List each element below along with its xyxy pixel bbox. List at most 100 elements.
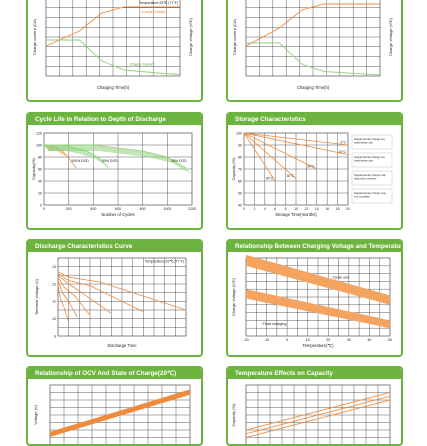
y-tick-label: 70: [238, 167, 242, 171]
charge-current-line: [46, 39, 181, 75]
panel-title: Relationship Between Charging Voltage an…: [228, 241, 401, 252]
x-tick-label: 200: [66, 207, 72, 211]
storage-temp-label: 30°C: [287, 174, 295, 178]
dod-band: [44, 145, 191, 174]
y-axis-label: Capacity (%): [231, 403, 236, 427]
storage-curve: [243, 132, 317, 170]
ocv-line: [49, 389, 191, 437]
y-axis-label: Capacity (%): [231, 157, 236, 181]
panel-charge-left: Charging Time(h) Charge current (CA) Charg…: [26, 0, 203, 102]
y2-axis-label: Charge Voltage (V/C): [188, 17, 193, 56]
panel-title: Discharge Characteristics Curve: [28, 241, 201, 252]
x-axis-label: Charging Time(h): [97, 85, 130, 90]
y-tick-label: 40: [238, 203, 242, 207]
x-tick-label: 16: [325, 207, 329, 211]
y-axis-label: Charge Voltage (V/C): [231, 277, 236, 316]
y-tick-label: 60: [38, 167, 42, 171]
panel-cycle-life: Cycle Life in Relation to Depth of Disch…: [26, 112, 203, 230]
note-box: [351, 152, 393, 168]
x-tick-label: 40: [367, 338, 371, 342]
x-tick-label: 6: [274, 207, 276, 211]
voltage-band: [246, 289, 390, 329]
panel-charge-voltage-temp: Relationship Between Charging Voltage an…: [226, 239, 403, 357]
temp-capacity-chart: Capacity (%): [231, 384, 391, 444]
storage-note: Supplementary charge mus: [354, 191, 386, 195]
x-axis-label: Charging Time(h): [297, 85, 330, 90]
x-axis-label: Storage Time(months): [275, 212, 317, 217]
y-tick-label: 11: [52, 300, 56, 304]
x-tick-label: -20: [243, 338, 248, 342]
y-axis-label: Capacity(%): [31, 157, 36, 179]
panel-charge-right: Charging Time(h) Charge current (CA) Charg…: [226, 0, 403, 102]
x-tick-label: 18: [336, 207, 340, 211]
storage-curve: [243, 132, 349, 155]
panel-title: Storage Characteristics: [228, 114, 401, 125]
y-tick-label: 100: [36, 143, 42, 147]
panel-discharge: Discharge Characteristics Curve 9 10 11 12 1…: [26, 239, 203, 357]
panel-ocv: Relationship of OCV And State of Charge(…: [26, 366, 203, 446]
x-axis-label: Number of Cycles: [101, 212, 134, 217]
x-tick-label: 10: [294, 207, 298, 211]
charge-current-line: [246, 42, 381, 76]
storage-temp-label: 0°C: [340, 141, 346, 145]
ocv-chart: Voltage (V): [33, 384, 191, 444]
dod-50-label: 50% DOD: [102, 159, 118, 163]
storage-temp-label: 40°C: [266, 177, 274, 181]
panel-temp-capacity: Temperature Effects on Capacity Capacity…: [226, 366, 403, 446]
discharge-chart: 9 10 11 12 13 Temperature:25℃ (77°F) Discharge…: [34, 257, 187, 348]
charge-right-chart: Charging Time(h) Charge current (CA) Charg…: [232, 0, 393, 90]
x-tick-label: 4: [264, 207, 266, 211]
note-box: [351, 170, 393, 186]
capacity-curve: [245, 395, 391, 435]
x-tick-label: -10: [264, 338, 269, 342]
storage-curve: [243, 132, 349, 146]
dod-30-label: 30% DOD: [171, 159, 187, 163]
x-tick-label: 0: [243, 207, 245, 211]
y-axis-label: Voltage (V): [33, 404, 38, 424]
y-tick-label: 20: [38, 191, 42, 195]
y-tick-label: 80: [38, 155, 42, 159]
y-axis-label: Charge current (CA): [232, 18, 237, 55]
storage-curve: [243, 132, 276, 182]
x-tick-label: 50: [388, 338, 392, 342]
y-tick-label: 80: [238, 155, 242, 159]
dod-100-label: 100% DOD: [71, 159, 89, 163]
x-tick-label: 8: [285, 207, 287, 211]
x-tick-label: 10: [306, 338, 310, 342]
discharge-curve: [57, 276, 91, 316]
x-tick-label: 800: [140, 207, 146, 211]
charge-voltage-temp-chart: -20 -10 0 10 20 30 40 50 Cycle use Float charging…: [231, 254, 392, 348]
x-tick-label: 2: [253, 207, 255, 211]
x-tick-label: 600: [115, 207, 121, 211]
temperature-note: Temperature:25℃ (77°F): [145, 260, 184, 264]
y-axis-label: Terminal Voltage (V): [34, 278, 39, 315]
y-tick-label: 120: [36, 131, 42, 135]
x-tick-label: 1000: [163, 207, 171, 211]
storage-note: t be complete.: [354, 195, 371, 199]
x-tick-label: 400: [90, 207, 96, 211]
storage-temp-label: 10°C: [339, 150, 347, 154]
y-tick-label: 10: [52, 317, 56, 321]
storage-note: Supplementary charge req: [354, 137, 385, 141]
discharge-curve: [57, 273, 144, 313]
storage-chart: 40 50 60 70 80 90 100 0 2 4 6 8 10 12 14 16 18 20 0°C 10°C 2…: [231, 131, 393, 217]
x-tick-label: 20: [326, 338, 330, 342]
discharge-curve: [57, 271, 187, 311]
y-axis-label: Charge current (CA): [32, 18, 37, 55]
discharge-curve: [57, 280, 78, 318]
x-tick-label: 30: [347, 338, 351, 342]
storage-note: often fail to recover.: [354, 177, 377, 181]
charge-current-annotation: Charge Current: [130, 63, 155, 67]
y2-axis-label: Charge Voltage (V/C): [388, 17, 393, 56]
x-tick-label: 20: [346, 207, 350, 211]
charge-voltage-annotation: Charge Voltage: [141, 10, 166, 14]
charge-left-chart: Charging Time(h) Charge current (CA) Charg…: [32, 0, 193, 90]
discharge-curve: [57, 283, 70, 323]
storage-note: Supplementary charge req: [354, 155, 385, 159]
panel-storage: Storage Characteristics 40 50 60 70 80 90 100 0…: [226, 112, 403, 230]
dod-curve: [44, 144, 187, 169]
panel-title: Relationship of OCV And State of Charge(…: [28, 368, 201, 379]
x-tick-label: 1200: [188, 207, 196, 211]
panel-title: Cycle Life in Relation to Depth of Disch…: [28, 114, 201, 125]
